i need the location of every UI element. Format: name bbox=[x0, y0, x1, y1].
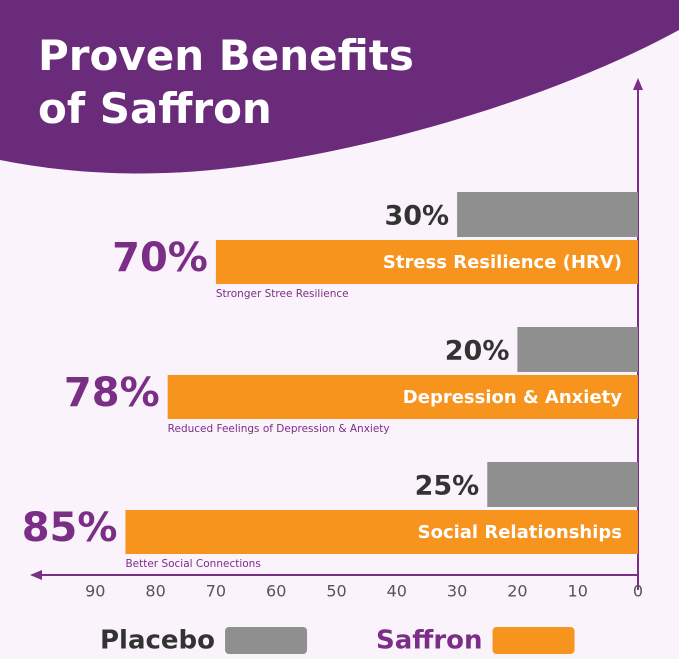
x-tick-label: 90 bbox=[85, 582, 105, 601]
x-tick-label: 50 bbox=[326, 582, 346, 601]
description-label: Stronger Stree Resilience bbox=[216, 288, 349, 300]
saffron-bar bbox=[215, 240, 638, 284]
description-label: Better Social Connections bbox=[125, 558, 260, 570]
placebo-bar bbox=[457, 192, 638, 237]
legend-swatch bbox=[492, 627, 575, 654]
legend-label: Placebo bbox=[100, 626, 215, 656]
category-label: Depression & Anxiety bbox=[403, 387, 622, 408]
placebo-bar bbox=[517, 327, 638, 372]
x-tick-label: 60 bbox=[266, 582, 286, 601]
x-tick-label: 30 bbox=[447, 582, 467, 601]
legend-swatch bbox=[225, 627, 308, 654]
saffron-bar bbox=[167, 375, 638, 419]
placebo-value-label: 20% bbox=[445, 336, 510, 367]
x-tick-label: 10 bbox=[568, 582, 588, 601]
x-tick-label: 70 bbox=[206, 582, 226, 601]
description-label: Reduced Feelings of Depression & Anxiety bbox=[168, 423, 390, 435]
axis-arrow bbox=[633, 78, 643, 90]
saffron-value-label: 70% bbox=[112, 235, 208, 281]
saffron-value-label: 85% bbox=[22, 505, 118, 551]
placebo-value-label: 30% bbox=[384, 201, 449, 232]
x-tick-label: 40 bbox=[387, 582, 407, 601]
axis-arrow bbox=[30, 570, 42, 580]
legend-label: Saffron bbox=[376, 626, 483, 656]
placebo-bar bbox=[487, 462, 638, 507]
category-label: Social Relationships bbox=[418, 522, 622, 543]
x-tick-label: 20 bbox=[507, 582, 527, 601]
header-wave bbox=[0, 0, 679, 174]
chart-title: Proven Benefits of Saffron bbox=[38, 31, 414, 133]
saffron-bar bbox=[125, 510, 638, 554]
x-tick-label: 80 bbox=[145, 582, 165, 601]
x-tick-label: 0 bbox=[633, 582, 643, 601]
saffron-value-label: 78% bbox=[64, 370, 160, 416]
placebo-value-label: 25% bbox=[415, 471, 480, 502]
category-label: Stress Resilience (HRV) bbox=[383, 252, 622, 273]
